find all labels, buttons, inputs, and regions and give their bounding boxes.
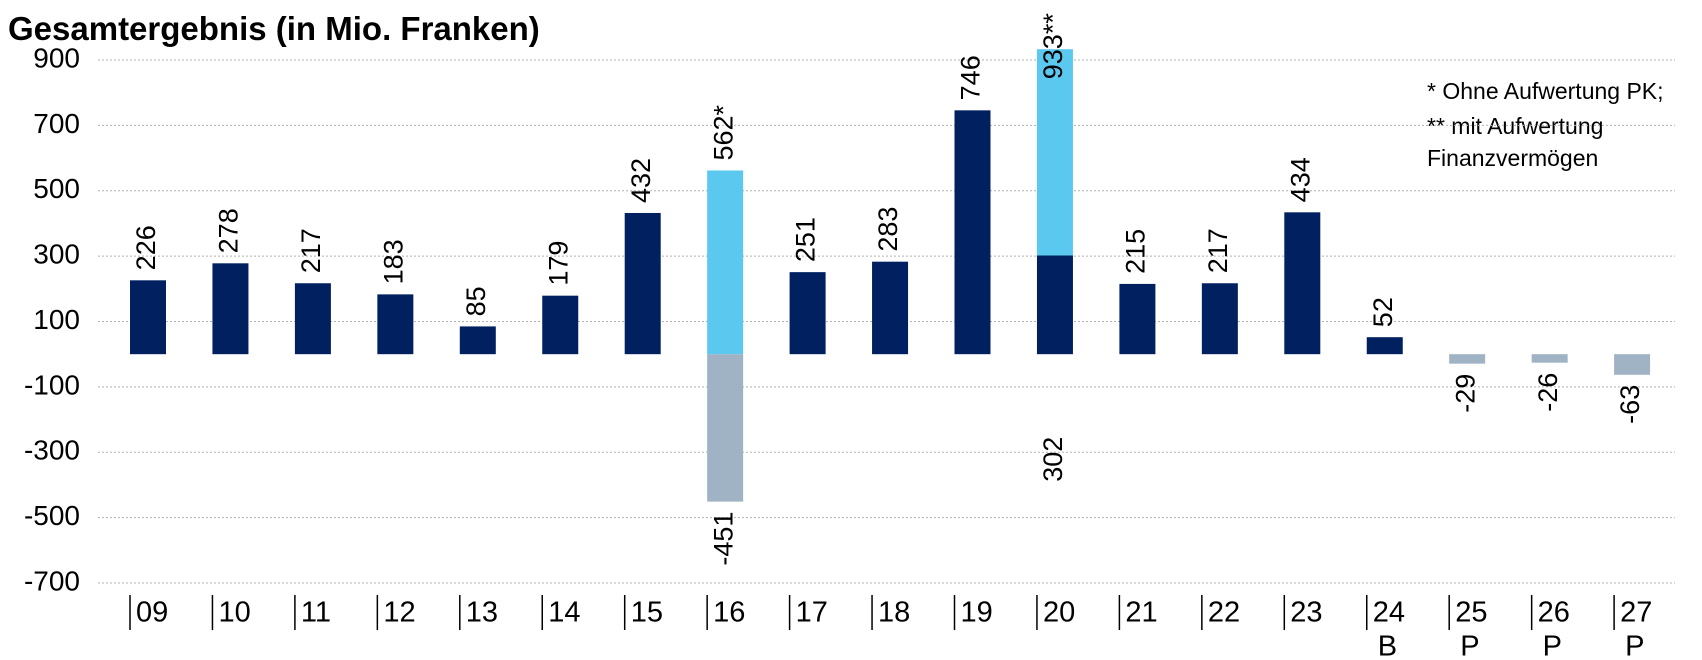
value-label: 217 <box>1203 228 1233 273</box>
x-tick-sublabel: P <box>1625 631 1644 660</box>
value-label: 52 <box>1368 297 1398 327</box>
x-tick-label: 26 <box>1538 597 1570 629</box>
value-label: 183 <box>378 239 408 284</box>
x-tick-sublabel: P <box>1543 631 1562 660</box>
bar <box>1614 354 1651 375</box>
bar <box>377 294 414 355</box>
bar <box>1201 283 1238 355</box>
y-tick-label: 700 <box>33 108 80 139</box>
value-label: -26 <box>1533 373 1563 412</box>
y-tick-label: -300 <box>24 435 80 466</box>
y-tick-label: 900 <box>33 42 80 73</box>
value-label: 226 <box>131 225 161 270</box>
bar <box>1036 49 1073 256</box>
bar <box>624 212 661 355</box>
bar <box>1284 212 1321 355</box>
x-tick-label: 14 <box>548 597 580 629</box>
value-label: 278 <box>214 208 244 253</box>
bar <box>1449 354 1486 364</box>
bar <box>542 295 579 355</box>
x-tick-label: 18 <box>878 597 910 629</box>
y-tick-label: 300 <box>33 239 80 270</box>
value-label: 179 <box>543 241 573 286</box>
x-tick-label: 13 <box>466 597 498 629</box>
bar <box>954 110 991 355</box>
x-tick-label: 12 <box>383 597 415 629</box>
value-label: -29 <box>1450 374 1480 413</box>
bar <box>707 354 744 502</box>
x-tick-label: 25 <box>1455 597 1487 629</box>
bar <box>707 170 744 355</box>
x-tick-label: 19 <box>961 597 993 629</box>
x-tick-label: 23 <box>1290 597 1322 629</box>
value-label: 85 <box>461 286 491 316</box>
y-tick-label: 500 <box>33 173 80 204</box>
chart-title: Gesamtergebnis (in Mio. Franken) <box>8 10 540 47</box>
value-label: -63 <box>1615 385 1645 424</box>
x-tick-label: 10 <box>218 597 250 629</box>
value-label: -451 <box>708 512 738 566</box>
footnote: ** mit Aufwertung <box>1427 113 1603 139</box>
value-label: 746 <box>956 55 986 100</box>
value-label: 432 <box>626 158 656 203</box>
x-tick-label: 21 <box>1125 597 1157 629</box>
bar <box>459 326 496 355</box>
value-label: 251 <box>791 217 821 262</box>
bar <box>789 272 826 355</box>
x-tick-label: 11 <box>301 597 331 629</box>
bar <box>294 283 331 355</box>
x-tick-label: 09 <box>136 597 168 629</box>
x-tick-label: 17 <box>796 597 828 629</box>
bar <box>1036 255 1073 355</box>
value-label: 933** <box>1038 13 1068 80</box>
value-label: 215 <box>1121 229 1151 274</box>
y-tick-label: -700 <box>24 565 80 596</box>
x-tick-sublabel: P <box>1460 631 1479 660</box>
value-label: 562* <box>708 104 738 160</box>
x-tick-label: 16 <box>713 597 745 629</box>
bar <box>872 261 909 355</box>
bar <box>1531 354 1568 363</box>
value-label: 302 <box>1038 437 1068 482</box>
x-tick-label: 22 <box>1208 597 1240 629</box>
x-tick-label: 24 <box>1373 597 1405 629</box>
y-tick-label: -100 <box>24 369 80 400</box>
footnote: * Ohne Aufwertung PK; <box>1427 78 1664 104</box>
x-tick-sublabel: B <box>1378 631 1397 660</box>
y-tick-label: -500 <box>24 500 80 531</box>
bar <box>1119 283 1156 355</box>
y-tick-label: 100 <box>33 304 80 335</box>
footnote: Finanzvermögen <box>1427 145 1598 171</box>
x-tick-label: 20 <box>1043 597 1075 629</box>
bar <box>212 263 249 355</box>
x-tick-label: 15 <box>631 597 663 629</box>
value-label: 217 <box>296 228 326 273</box>
bar <box>130 280 166 355</box>
bar <box>1366 337 1403 355</box>
x-tick-label: 27 <box>1620 597 1652 629</box>
value-label: 434 <box>1285 157 1315 202</box>
value-label: 283 <box>873 207 903 252</box>
